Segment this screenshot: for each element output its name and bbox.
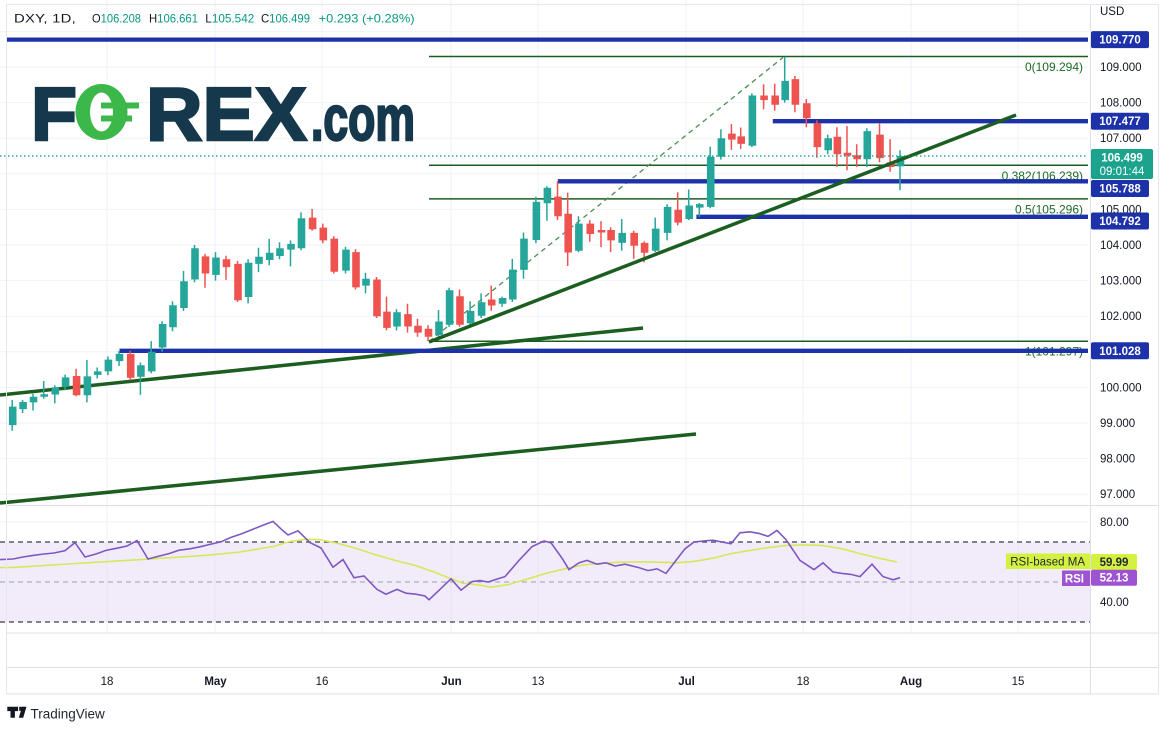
svg-text:107.477: 107.477 (1099, 116, 1141, 128)
svg-text:106.499: 106.499 (1101, 153, 1143, 165)
svg-text:109.000: 109.000 (1100, 62, 1142, 74)
svg-text:L105.542: L105.542 (205, 12, 254, 26)
svg-text:16: 16 (316, 676, 329, 688)
svg-text:0(109.294): 0(109.294) (1025, 60, 1083, 74)
svg-text:USD: USD (1100, 6, 1124, 18)
svg-text:13: 13 (532, 676, 545, 688)
svg-text:15: 15 (1012, 676, 1025, 688)
svg-text:18: 18 (101, 676, 114, 688)
svg-text:108.000: 108.000 (1100, 98, 1142, 110)
svg-text:105.788: 105.788 (1099, 184, 1141, 196)
svg-text:40.00: 40.00 (1100, 597, 1129, 609)
svg-text:98.000: 98.000 (1100, 454, 1135, 466)
svg-text:REX: REX (146, 72, 307, 156)
svg-text:18: 18 (797, 676, 810, 688)
svg-text:RSI-based MA: RSI-based MA (1010, 557, 1085, 569)
svg-text:F: F (31, 72, 77, 156)
svg-text:100.000: 100.000 (1100, 382, 1142, 394)
svg-text:107.000: 107.000 (1100, 133, 1142, 145)
svg-text:103.000: 103.000 (1100, 276, 1142, 288)
svg-text:109.770: 109.770 (1099, 35, 1141, 47)
svg-text:Jun: Jun (441, 676, 461, 688)
svg-text:102.000: 102.000 (1100, 311, 1142, 323)
svg-text:Jul: Jul (678, 676, 695, 688)
svg-text:59.99: 59.99 (1100, 557, 1129, 569)
svg-text:Aug: Aug (900, 676, 922, 688)
svg-text:80.00: 80.00 (1100, 517, 1129, 529)
svg-text:0.5(105.296): 0.5(105.296) (1015, 202, 1083, 216)
svg-text:.com: .com (311, 84, 415, 154)
svg-text:C106.499: C106.499 (261, 12, 310, 26)
svg-text:RSI: RSI (1065, 574, 1084, 586)
svg-text:99.000: 99.000 (1100, 418, 1135, 430)
svg-text:+0.293 (+0.28%): +0.293 (+0.28%) (319, 12, 415, 26)
svg-text:52.13: 52.13 (1100, 573, 1129, 585)
svg-text:97.000: 97.000 (1100, 489, 1135, 501)
svg-text:O106.208: O106.208 (92, 12, 141, 26)
svg-text:TradingView: TradingView (31, 707, 106, 722)
svg-text:May: May (204, 676, 227, 688)
svg-text:104.792: 104.792 (1099, 216, 1141, 228)
svg-text:DXY, 1D,: DXY, 1D, (14, 12, 76, 26)
svg-text:101.028: 101.028 (1099, 346, 1141, 358)
svg-text:104.000: 104.000 (1100, 240, 1142, 252)
svg-text:09:01:44: 09:01:44 (1100, 166, 1145, 178)
svg-text:H106.661: H106.661 (149, 12, 198, 26)
